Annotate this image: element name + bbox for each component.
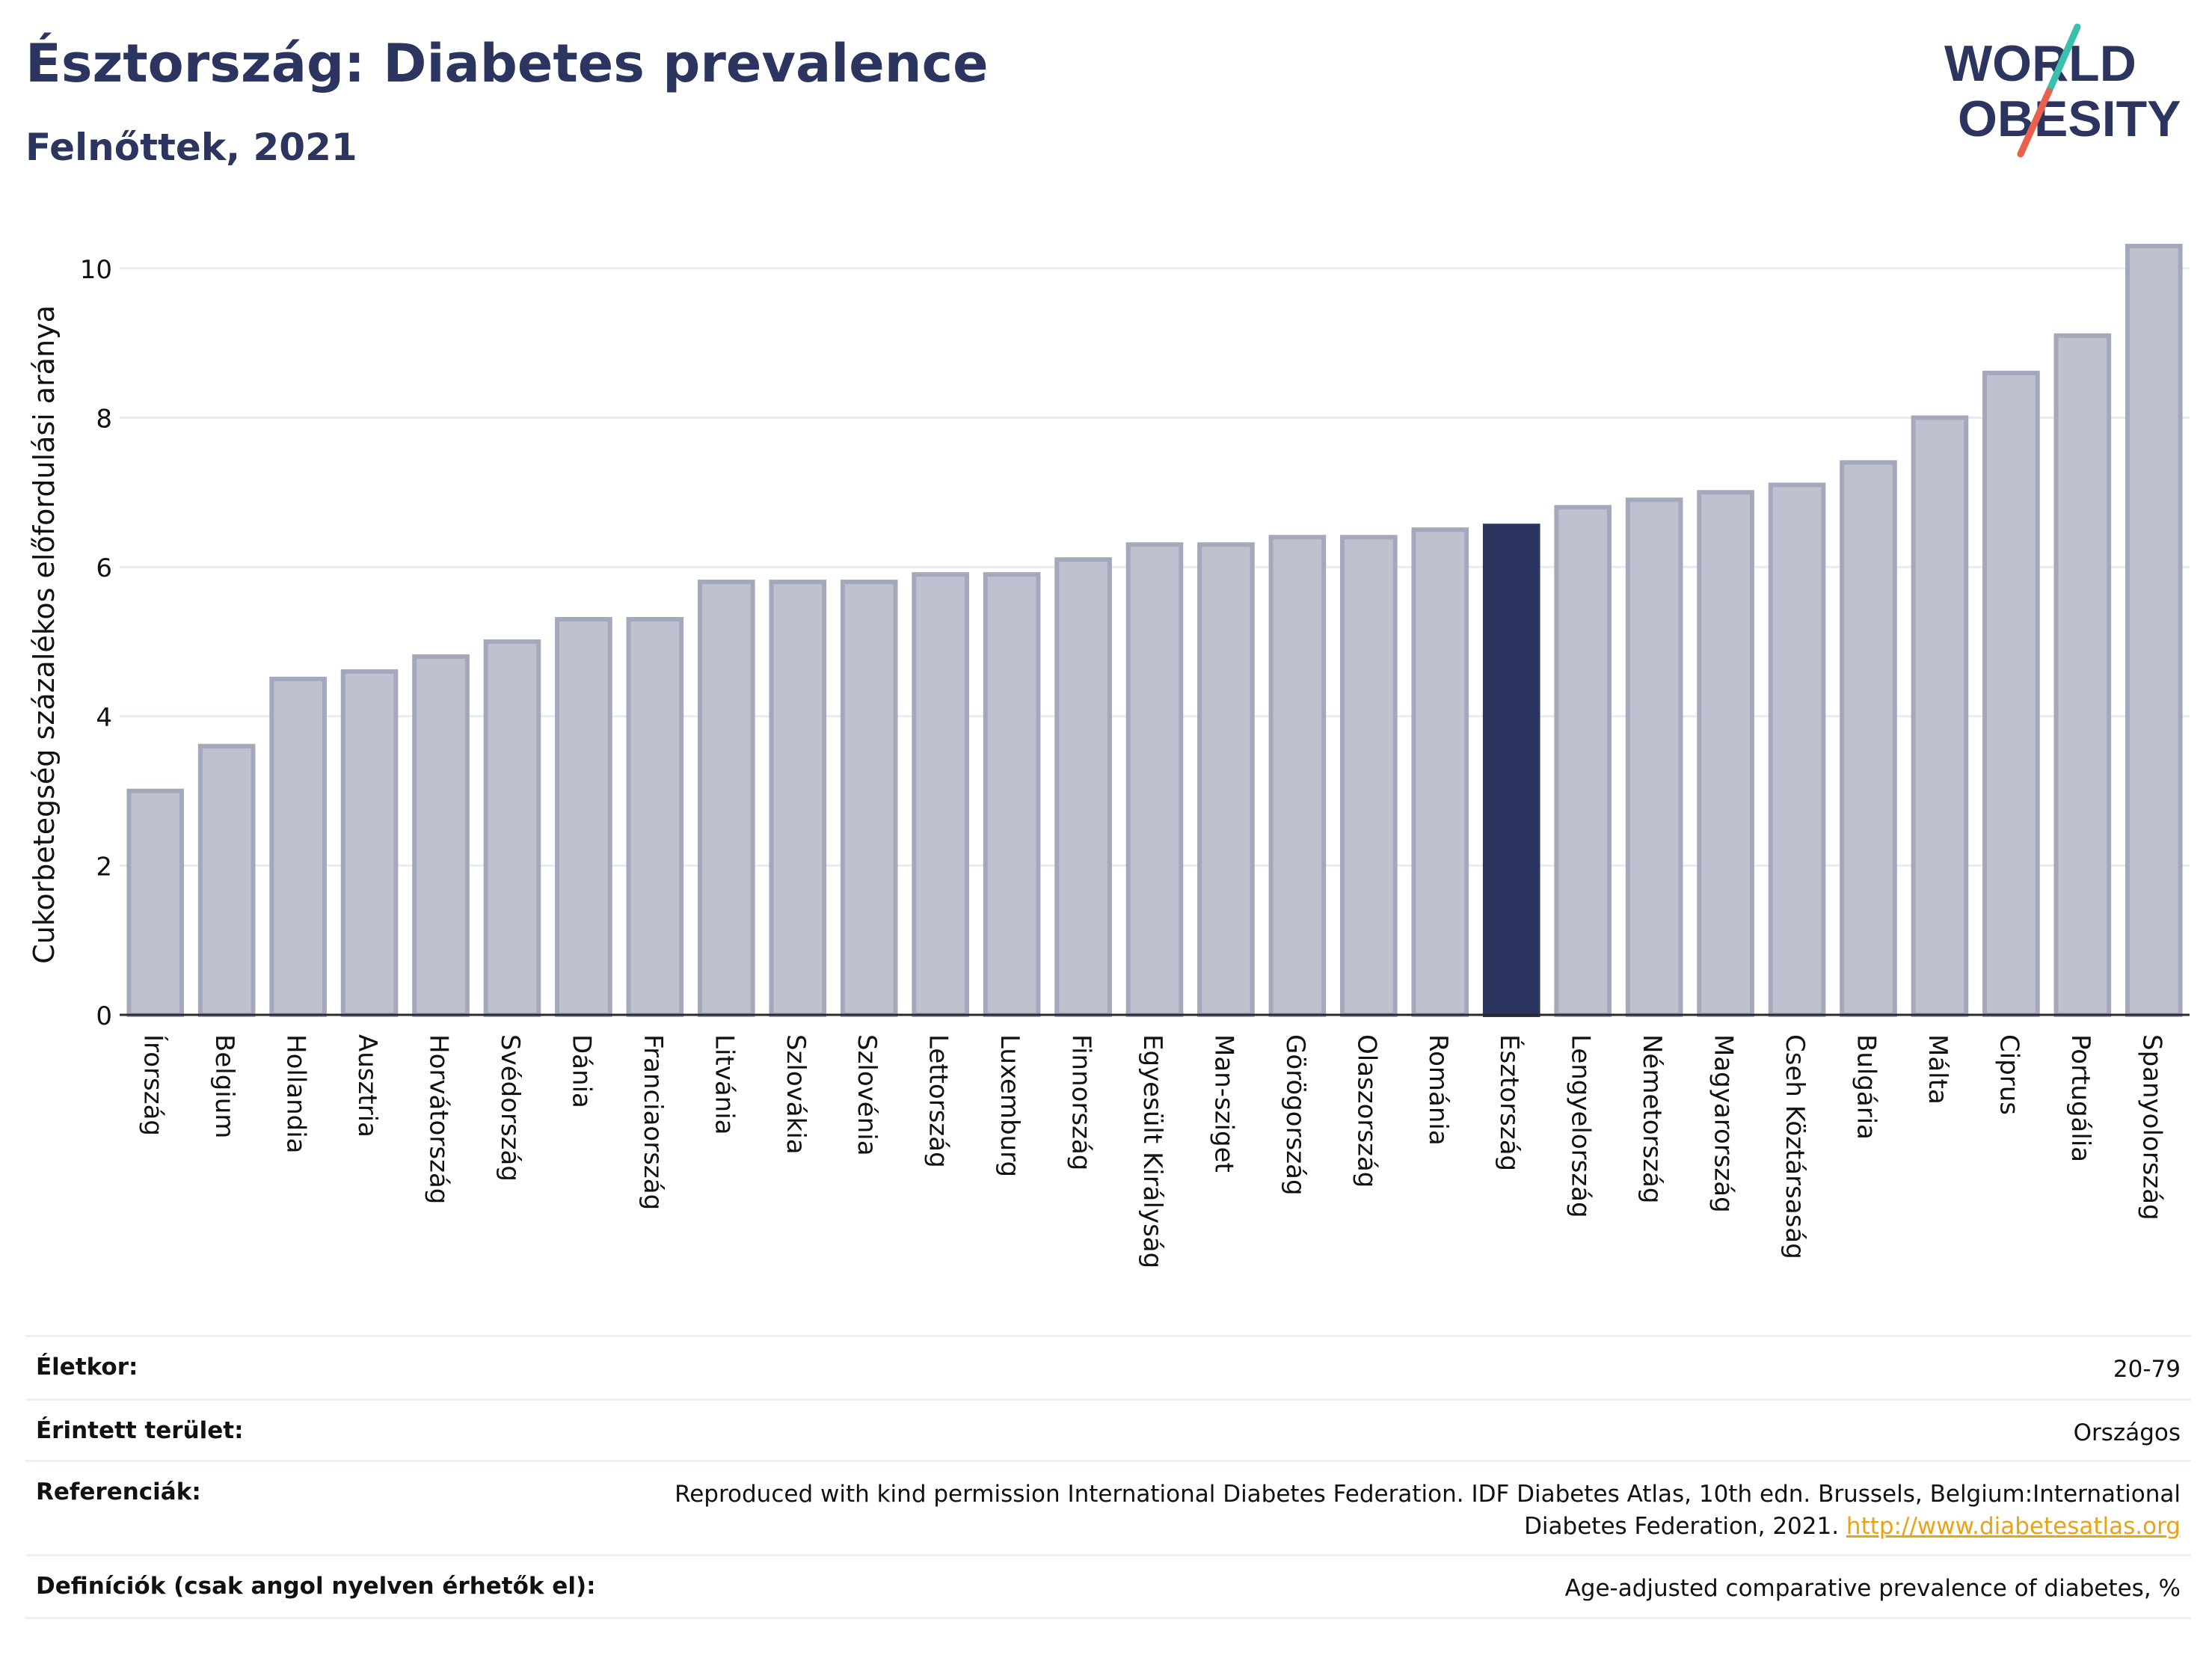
bar [626,617,684,1017]
x-tick-label: Horvátország [424,1034,454,1204]
bar-chart: 0 2 4 6 8 10 Írország Belgium Hollandia Ausztria… [28,243,2190,1268]
bar [126,788,185,1017]
x-tick-label: Litvánia [709,1034,739,1135]
bar [2053,333,2112,1017]
info-def-label: Definíciók (csak angol nyelven érhetők e… [36,1573,596,1600]
bar [1268,535,1327,1017]
x-tick-label: Ausztria [352,1034,382,1137]
page-title: Észtország: Diabetes prevalence [25,33,989,94]
x-tick-label: Szlovákia [781,1034,811,1155]
y-tick-labels: 0 2 4 6 8 10 [80,255,112,1031]
x-tick-label: Németország [1637,1034,1667,1203]
bar [1411,527,1469,1017]
bar [1840,460,1897,1017]
bar [197,743,256,1018]
info-row-references: Referenciák: Reproduced with kind permis… [25,1460,2191,1554]
info-ref-text: Reproduced with kind permission Internat… [675,1481,2181,1540]
bar [1340,535,1398,1017]
bar [1554,505,1612,1017]
x-tick-label: Görögország [1280,1034,1310,1196]
y-tick-label: 8 [96,405,112,435]
info-age-label: Életkor: [36,1354,138,1381]
info-row-area: Érintett terület: Országos [25,1398,2191,1460]
x-tick-label: Finnország [1066,1034,1096,1170]
x-tick-label: Szlovénia [852,1034,882,1156]
info-age-value: 20-79 [2113,1356,2181,1383]
info-def-value: Age-adjusted comparative prevalence of d… [1564,1575,2181,1602]
bar [555,617,612,1017]
x-tick-label: Spanyolország [2136,1034,2166,1220]
x-tick-label: Portugália [2065,1034,2095,1162]
x-tick-label: Belgium [209,1034,239,1138]
y-axis-label: Cukorbetegség százalékos előfordulási ar… [28,305,61,964]
info-ref-value: Reproduced with kind permission Internat… [625,1479,2181,1543]
x-tick-label: Lengyelország [1566,1034,1596,1218]
y-tick-label: 6 [96,553,112,583]
x-tick-label: Dánia [566,1034,596,1108]
bar [340,669,399,1018]
info-row-age: Életkor: 20-79 [25,1335,2191,1398]
bar [1911,415,1969,1017]
x-tick-label: Luxemburg [995,1034,1024,1177]
y-tick-label: 2 [96,852,112,882]
bars-layer [126,243,2183,1018]
logo-line2: OBESITY [1958,90,2181,147]
info-bottom-rule [25,1617,2191,1619]
x-tick-label: Man-sziget [1208,1034,1238,1173]
y-tick-label: 4 [96,703,112,733]
bar [840,580,898,1017]
x-tick-label: Észtország [1494,1034,1525,1171]
info-area-value: Országos [2073,1419,2181,1446]
x-tick-label: Bulgária [1851,1034,1881,1140]
bar [1125,542,1184,1017]
bar [1768,482,1826,1017]
bar [483,639,541,1017]
bar [1054,557,1112,1017]
x-tick-label: Cseh Köztársaság [1780,1034,1810,1259]
bar [1197,542,1255,1017]
y-tick-label: 0 [96,1001,112,1031]
bar [1697,490,1754,1017]
x-tick-label: Franciaország [638,1034,668,1210]
world-obesity-logo: WORLD OBESITY [1944,23,2181,158]
bar [1625,497,1683,1017]
bar [2125,243,2183,1017]
bar [412,654,470,1018]
x-tick-label: Svédország [495,1034,525,1182]
x-tick-label: Ciprus [1994,1034,2024,1115]
x-tick-label: Hollandia [281,1034,311,1154]
y-tick-label: 10 [80,255,112,285]
x-tick-label: Románia [1423,1034,1453,1146]
bar [983,572,1041,1017]
x-tick-label: Málta [1923,1034,1953,1105]
bar [769,580,827,1017]
info-area-label: Érintett terület: [36,1417,244,1444]
logo-slash-red [2017,87,2053,158]
diabetes-atlas-link[interactable]: http://www.diabetesatlas.org [1846,1513,2181,1540]
bar [912,572,969,1017]
x-tick-label: Egyesült Királyság [1137,1034,1167,1268]
info-row-definitions: Definíciók (csak angol nyelven érhetők e… [25,1554,2191,1617]
logo-line1: WORLD [1944,35,2136,92]
bar [697,580,755,1017]
bar [269,676,327,1017]
bar-highlighted [1482,523,1540,1017]
info-table: Életkor: 20-79 Érintett terület: Országo… [25,1335,2191,1619]
page-subtitle: Felnőttek, 2021 [25,126,357,169]
x-tick-label: Magyarország [1709,1034,1739,1213]
bar [1982,370,2040,1017]
x-tick-label: Írország [138,1034,169,1136]
logo-slash-teal [2045,23,2081,95]
x-tick-label: Lettország [924,1034,953,1168]
x-tick-labels: Írország Belgium Hollandia Ausztria Horvátor… [138,1034,2167,1268]
info-ref-label: Referenciák: [36,1479,201,1505]
x-tick-label: Olaszország [1351,1034,1381,1188]
